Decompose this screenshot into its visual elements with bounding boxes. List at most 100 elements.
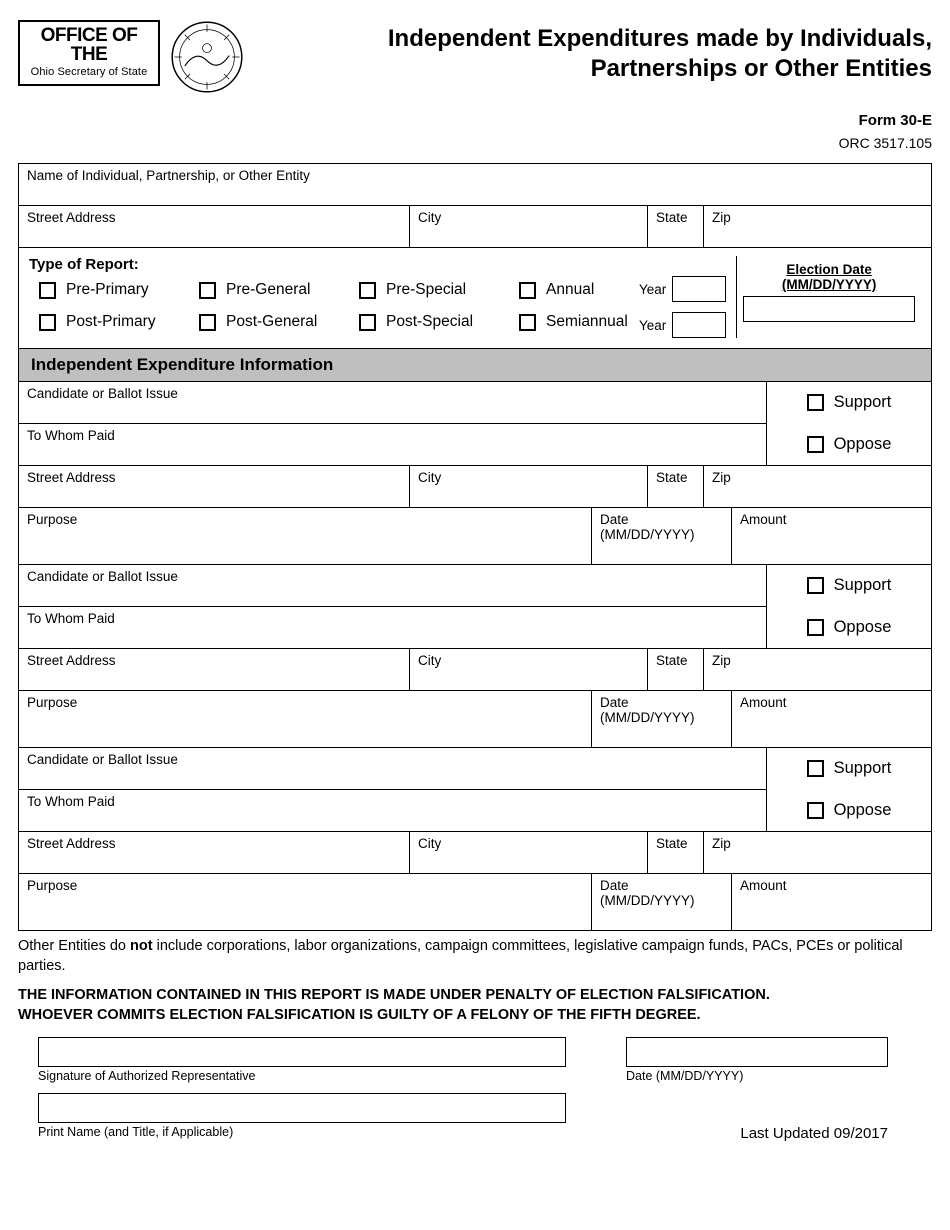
exp-street-field[interactable]: Street Address bbox=[19, 649, 409, 691]
support-label: Support bbox=[834, 759, 892, 778]
purpose-field[interactable]: Purpose bbox=[19, 691, 591, 747]
exp-city-label: City bbox=[418, 470, 441, 485]
to-whom-field[interactable]: To Whom Paid bbox=[19, 607, 766, 648]
candidate-field[interactable]: Candidate or Ballot Issue bbox=[19, 748, 766, 790]
year-input-1[interactable] bbox=[672, 276, 726, 302]
expenditure-block: Candidate or Ballot Issue To Whom Paid S… bbox=[19, 565, 931, 748]
exp-street-label: Street Address bbox=[27, 470, 116, 485]
expenditure-block: Candidate or Ballot Issue To Whom Paid S… bbox=[19, 382, 931, 565]
exp-city-label: City bbox=[418, 653, 441, 668]
checkbox-pre-primary[interactable]: Pre-Primary bbox=[39, 281, 179, 299]
to-whom-field[interactable]: To Whom Paid bbox=[19, 424, 766, 465]
checkbox-pre-special[interactable]: Pre-Special bbox=[359, 281, 499, 299]
exp-city-field[interactable]: City bbox=[409, 466, 647, 508]
year-input-2[interactable] bbox=[672, 312, 726, 338]
state-field[interactable]: State bbox=[647, 206, 703, 248]
candidate-field[interactable]: Candidate or Ballot Issue bbox=[19, 565, 766, 607]
entity-name-field[interactable]: Name of Individual, Partnership, or Othe… bbox=[19, 164, 931, 206]
oppose-label: Oppose bbox=[834, 435, 892, 454]
exp-date-field[interactable]: Date (MM/DD/YYYY) bbox=[591, 874, 731, 930]
penalty-line-1: THE INFORMATION CONTAINED IN THIS REPORT… bbox=[18, 987, 770, 1003]
amount-field[interactable]: Amount bbox=[731, 874, 931, 930]
exp-date-label: Date (MM/DD/YYYY) bbox=[600, 512, 695, 542]
office-logo: OFFICE OF THE Ohio Secretary of State bbox=[18, 20, 160, 86]
year-label-2: Year bbox=[639, 318, 666, 333]
exp-state-label: State bbox=[656, 470, 688, 485]
to-whom-label: To Whom Paid bbox=[27, 428, 115, 443]
exp-city-field[interactable]: City bbox=[409, 649, 647, 691]
print-name-label: Print Name (and Title, if Applicable) bbox=[38, 1125, 566, 1139]
zip-label: Zip bbox=[712, 210, 731, 225]
election-date-heading: Election Date (MM/DD/YYYY) bbox=[743, 262, 915, 292]
candidate-label: Candidate or Ballot Issue bbox=[27, 386, 178, 401]
print-name-input[interactable] bbox=[38, 1093, 566, 1123]
election-date-input[interactable] bbox=[743, 296, 915, 322]
exp-zip-field[interactable]: Zip bbox=[703, 466, 931, 508]
to-whom-label: To Whom Paid bbox=[27, 794, 115, 809]
exp-city-field[interactable]: City bbox=[409, 832, 647, 874]
label-pre-general: Pre-General bbox=[226, 281, 310, 299]
exp-street-field[interactable]: Street Address bbox=[19, 466, 409, 508]
checkbox-annual[interactable]: Annual bbox=[519, 281, 629, 299]
purpose-label: Purpose bbox=[27, 878, 77, 893]
amount-field[interactable]: Amount bbox=[731, 691, 931, 747]
label-post-special: Post-Special bbox=[386, 313, 473, 331]
form-meta: Form 30-E ORC 3517.105 bbox=[18, 112, 932, 151]
checkbox-pre-general[interactable]: Pre-General bbox=[199, 281, 339, 299]
orc-code: ORC 3517.105 bbox=[18, 135, 932, 151]
city-field[interactable]: City bbox=[409, 206, 647, 248]
checkbox-oppose[interactable]: Oppose bbox=[767, 790, 931, 832]
checkbox-semiannual[interactable]: Semiannual bbox=[519, 313, 629, 331]
exp-street-label: Street Address bbox=[27, 836, 116, 851]
exp-zip-label: Zip bbox=[712, 653, 731, 668]
zip-field[interactable]: Zip bbox=[703, 206, 931, 248]
exp-zip-field[interactable]: Zip bbox=[703, 649, 931, 691]
exp-street-field[interactable]: Street Address bbox=[19, 832, 409, 874]
candidate-label: Candidate or Ballot Issue bbox=[27, 569, 178, 584]
exp-state-field[interactable]: State bbox=[647, 832, 703, 874]
entities-note: Other Entities do not include corporatio… bbox=[18, 937, 932, 976]
section-heading: Independent Expenditure Information bbox=[19, 349, 931, 382]
expenditure-block: Candidate or Ballot Issue To Whom Paid S… bbox=[19, 748, 931, 931]
purpose-field[interactable]: Purpose bbox=[19, 874, 591, 930]
checkbox-support[interactable]: Support bbox=[767, 382, 931, 424]
exp-zip-label: Zip bbox=[712, 470, 731, 485]
exp-zip-field[interactable]: Zip bbox=[703, 832, 931, 874]
exp-date-field[interactable]: Date (MM/DD/YYYY) bbox=[591, 508, 731, 564]
state-seal-icon bbox=[170, 20, 244, 94]
header: OFFICE OF THE Ohio Secretary of State In… bbox=[18, 20, 932, 94]
signature-date-input[interactable] bbox=[626, 1037, 888, 1067]
purpose-field[interactable]: Purpose bbox=[19, 508, 591, 564]
entity-name-label: Name of Individual, Partnership, or Othe… bbox=[27, 168, 310, 183]
signature-input[interactable] bbox=[38, 1037, 566, 1067]
exp-street-label: Street Address bbox=[27, 653, 116, 668]
exp-date-field[interactable]: Date (MM/DD/YYYY) bbox=[591, 691, 731, 747]
logo-sub-text: Ohio Secretary of State bbox=[26, 66, 152, 78]
form-body: Name of Individual, Partnership, or Othe… bbox=[18, 163, 932, 931]
checkbox-post-special[interactable]: Post-Special bbox=[359, 313, 499, 331]
type-of-report-section: Type of Report: Pre-Primary Pre-General … bbox=[19, 248, 931, 349]
checkbox-oppose[interactable]: Oppose bbox=[767, 607, 931, 649]
label-pre-primary: Pre-Primary bbox=[66, 281, 149, 299]
amount-field[interactable]: Amount bbox=[731, 508, 931, 564]
amount-label: Amount bbox=[740, 512, 787, 527]
purpose-label: Purpose bbox=[27, 695, 77, 710]
checkbox-post-primary[interactable]: Post-Primary bbox=[39, 313, 179, 331]
exp-state-field[interactable]: State bbox=[647, 466, 703, 508]
logo-main-text: OFFICE OF THE bbox=[26, 26, 152, 64]
checkbox-support[interactable]: Support bbox=[767, 748, 931, 790]
state-label: State bbox=[656, 210, 688, 225]
exp-state-field[interactable]: State bbox=[647, 649, 703, 691]
amount-label: Amount bbox=[740, 878, 787, 893]
checkbox-post-general[interactable]: Post-General bbox=[199, 313, 339, 331]
title-line-1: Independent Expenditures made by Individ… bbox=[388, 25, 932, 52]
checkbox-oppose[interactable]: Oppose bbox=[767, 424, 931, 466]
candidate-field[interactable]: Candidate or Ballot Issue bbox=[19, 382, 766, 424]
exp-state-label: State bbox=[656, 653, 688, 668]
label-pre-special: Pre-Special bbox=[386, 281, 466, 299]
street-field[interactable]: Street Address bbox=[19, 206, 409, 248]
to-whom-field[interactable]: To Whom Paid bbox=[19, 790, 766, 831]
oppose-label: Oppose bbox=[834, 618, 892, 637]
checkbox-support[interactable]: Support bbox=[767, 565, 931, 607]
support-label: Support bbox=[834, 393, 892, 412]
